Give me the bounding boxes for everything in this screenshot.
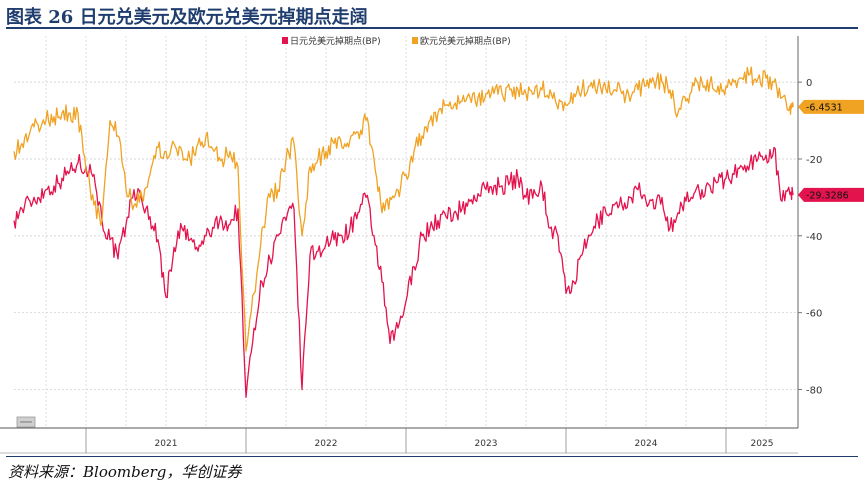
last-value-tag-0	[798, 187, 864, 202]
y-tick-label: -40	[806, 232, 822, 243]
axis-layer: 0 -20 -40 -60 -80 2021 2022 2023 2024 2025	[0, 36, 822, 454]
y-tick-label: -20	[806, 155, 822, 166]
legend-swatch-1	[412, 37, 418, 44]
legend-label-0: 日元兑美元掉期点(BP)	[290, 35, 381, 47]
source-note: 资料来源：Bloomberg，华创证券	[8, 463, 242, 481]
last-value-tag-1	[798, 99, 864, 114]
legend-swatch-0	[282, 37, 288, 44]
series-line-1	[13, 66, 794, 352]
last-value-text-1: -6.4531	[806, 102, 843, 113]
y-tick-label: 0	[806, 78, 812, 89]
x-year-label: 2023	[475, 439, 498, 449]
chart-menu-icon[interactable]	[16, 416, 36, 428]
x-year-label: 2024	[635, 439, 658, 449]
plot-background	[0, 30, 865, 456]
series-layer	[13, 66, 794, 398]
last-value-text-0: -29.3286	[806, 190, 849, 201]
last-value-tags: -29.3286 -6.4531	[798, 99, 864, 202]
figure-title: 图表 26 日元兑美元及欧元兑美元掉期点走阔	[6, 7, 368, 28]
title-underline	[6, 27, 858, 29]
x-year-label: 2025	[751, 439, 774, 449]
grid-lines	[14, 36, 798, 428]
series-line-0	[13, 146, 794, 398]
x-year-label: 2021	[155, 439, 178, 449]
y-tick-label: -60	[806, 309, 822, 320]
y-tick-label: -80	[806, 386, 822, 397]
swap-points-chart: 0 -20 -40 -60 -80 2021 2022 2023 2024 2025 日元兑美元掉…	[0, 30, 865, 456]
source-rule	[6, 456, 858, 457]
x-year-label: 2022	[315, 439, 338, 449]
legend: 日元兑美元掉期点(BP) 欧元兑美元掉期点(BP)	[282, 35, 511, 47]
legend-label-1: 欧元兑美元掉期点(BP)	[420, 35, 511, 47]
